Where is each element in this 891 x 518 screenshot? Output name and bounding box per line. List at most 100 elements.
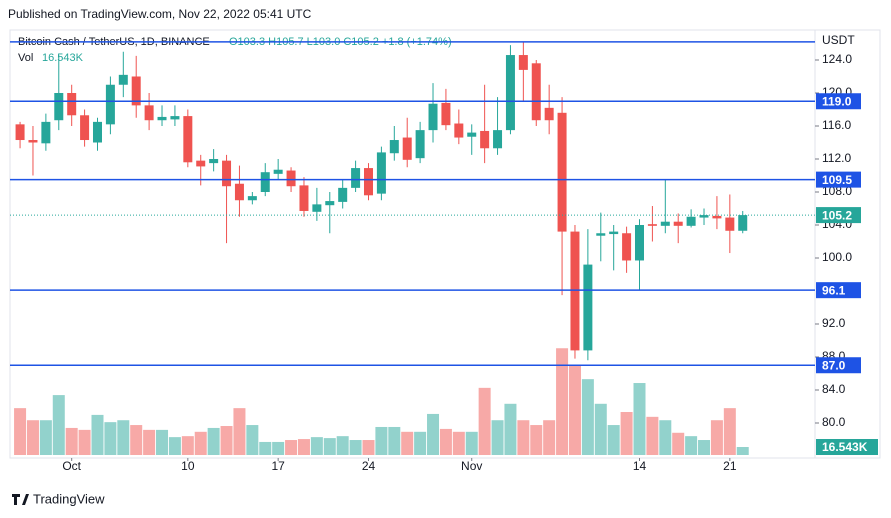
volume-bar [272, 441, 285, 455]
volume-bar [698, 440, 711, 455]
candle-body [247, 196, 257, 201]
volume-bar [543, 420, 556, 455]
x-tick-label: 14 [633, 459, 647, 473]
volume-value: 16.543K [42, 52, 84, 64]
candle-body [157, 116, 167, 121]
last-price-label: 105.2 [822, 208, 852, 222]
level-label: 109.5 [822, 173, 852, 187]
level-label-box [816, 357, 861, 374]
candle-body [441, 102, 451, 126]
candle-body [673, 221, 683, 226]
y-tick-label: 116.0 [822, 118, 851, 132]
candle-body [738, 215, 748, 231]
candle-body [531, 63, 541, 121]
volume-bar [388, 426, 401, 455]
level-label-box [816, 171, 861, 188]
candle-body [196, 160, 206, 167]
volume-bar [659, 420, 672, 455]
candle-body [28, 140, 38, 143]
x-tick-label: 10 [181, 459, 195, 473]
candle-body [222, 160, 232, 187]
candle-body [363, 168, 373, 196]
candle-body [338, 187, 348, 202]
level-label-box [816, 93, 861, 110]
candle-body [583, 264, 593, 351]
volume-bar [156, 429, 169, 455]
candle-body [544, 107, 554, 121]
volume-bar [207, 427, 220, 455]
candle-body [493, 130, 503, 149]
logo [12, 494, 29, 505]
volume-bar [478, 387, 491, 455]
volume-bar [104, 422, 117, 455]
candle-body [467, 132, 477, 137]
volume-bar [52, 395, 65, 455]
candle-body [92, 121, 102, 143]
volume-bar [530, 425, 543, 455]
volume-bar [181, 436, 194, 455]
volume-bar [620, 412, 633, 455]
plot-area [10, 41, 815, 455]
candle-body [647, 224, 657, 226]
volume-bar [517, 420, 530, 455]
volume-bar [65, 427, 78, 455]
volume-bar [646, 416, 659, 455]
candle-body [402, 137, 412, 160]
volume-bar [581, 379, 594, 455]
volume-bar [504, 403, 517, 455]
level-label: 87.0 [822, 358, 846, 372]
volume-bar [568, 365, 581, 455]
volume-label-box [816, 439, 878, 456]
candle-body [118, 74, 128, 85]
volume-bar [297, 439, 310, 455]
candle-body [622, 233, 632, 261]
volume-bar [14, 408, 27, 455]
candle-body [67, 92, 77, 116]
candle-body [234, 183, 244, 201]
volume-bar [143, 429, 156, 455]
volume-bar [723, 408, 736, 455]
frame [9, 29, 881, 459]
volume-bar [710, 420, 723, 455]
y-tick-label: 80.0 [822, 415, 846, 429]
candle-body [712, 215, 722, 219]
level-label: 96.1 [822, 283, 846, 297]
volume-bar [310, 437, 323, 455]
candle-body [299, 185, 309, 211]
published: Published on TradingView.com, Nov 22, 20… [8, 7, 312, 21]
volume-bar [26, 420, 39, 455]
candle-body [557, 112, 567, 232]
level-label: 119.0 [822, 94, 852, 108]
volume-bar [375, 426, 388, 455]
volume-bar [349, 440, 362, 455]
y-tick-label: 108.0 [822, 184, 852, 198]
volume-bar [491, 420, 504, 455]
candle-body [480, 130, 490, 149]
y-tick-label: 84.0 [822, 382, 846, 396]
candle-body [312, 204, 322, 212]
y-tick-label: 92.0 [822, 316, 846, 330]
candle-body [325, 201, 335, 206]
y-tick-label: 112.0 [822, 151, 851, 165]
brand: TradingView [33, 491, 105, 506]
candle-body [209, 158, 219, 164]
volume-bar [607, 425, 620, 455]
volume-bar [220, 426, 233, 455]
candle-body [686, 216, 696, 226]
candle-body [260, 172, 270, 192]
candle-body [170, 116, 180, 120]
volume-bar [556, 348, 569, 455]
volume-bar [246, 425, 259, 455]
candle-body [609, 231, 619, 235]
y-tick-label: 124.0 [822, 52, 852, 66]
candle-body [273, 169, 283, 174]
x-tick-label: 21 [723, 459, 737, 473]
candle-body [41, 121, 51, 144]
candle-body [634, 224, 644, 261]
candle-body [54, 92, 64, 121]
volume-bar [285, 440, 298, 455]
volume-bar [427, 413, 440, 455]
volume-bar [39, 420, 52, 455]
